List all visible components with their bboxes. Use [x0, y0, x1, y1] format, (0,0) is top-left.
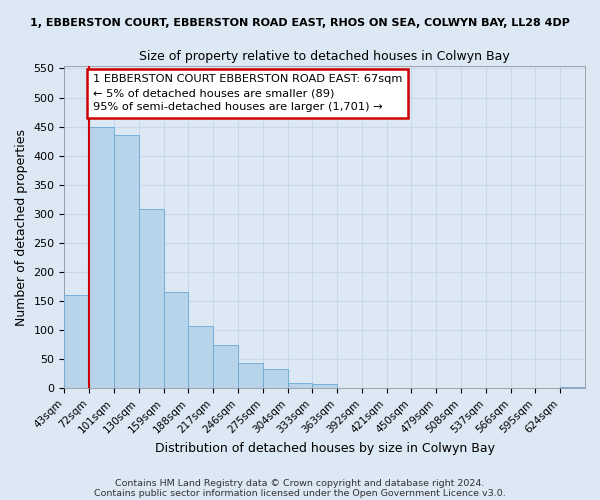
Bar: [263, 370, 287, 388]
Bar: [64, 296, 89, 388]
Text: Contains public sector information licensed under the Open Government Licence v3: Contains public sector information licen…: [94, 488, 506, 498]
Title: Size of property relative to detached houses in Colwyn Bay: Size of property relative to detached ho…: [139, 50, 510, 63]
Text: Contains HM Land Registry data © Crown copyright and database right 2024.: Contains HM Land Registry data © Crown c…: [115, 478, 485, 488]
Text: 1 EBBERSTON COURT EBBERSTON ROAD EAST: 67sqm
← 5% of detached houses are smaller: 1 EBBERSTON COURT EBBERSTON ROAD EAST: 6…: [93, 74, 402, 112]
Bar: [89, 126, 114, 388]
Bar: [287, 382, 313, 388]
Bar: [188, 326, 213, 388]
Y-axis label: Number of detached properties: Number of detached properties: [15, 128, 28, 326]
Bar: [139, 210, 164, 388]
Bar: [313, 384, 337, 388]
Bar: [238, 364, 263, 388]
Bar: [114, 136, 139, 388]
Bar: [213, 346, 238, 389]
Text: 1, EBBERSTON COURT, EBBERSTON ROAD EAST, RHOS ON SEA, COLWYN BAY, LL28 4DP: 1, EBBERSTON COURT, EBBERSTON ROAD EAST,…: [30, 18, 570, 28]
X-axis label: Distribution of detached houses by size in Colwyn Bay: Distribution of detached houses by size …: [155, 442, 495, 455]
Bar: [164, 292, 188, 388]
